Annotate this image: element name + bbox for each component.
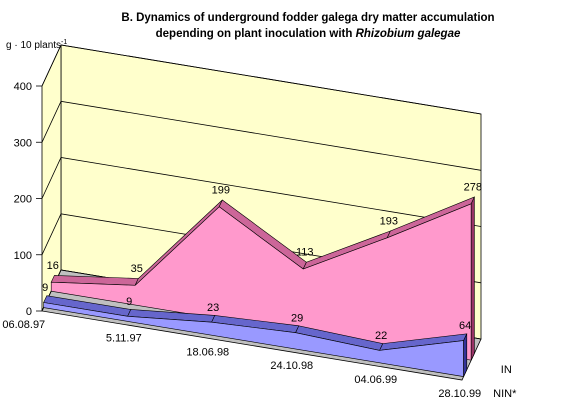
data-label-nin: 29 — [291, 312, 303, 324]
chart-subtitle-italic: Rhizobium galegae — [356, 28, 461, 40]
data-label-in: 16 — [47, 260, 59, 272]
series-nin-front-face — [43, 302, 464, 377]
x-tick-label: 06.08.97 — [2, 319, 45, 331]
data-label-in: 113 — [296, 247, 314, 259]
y-tick-label: 200 — [14, 194, 32, 206]
x-tick-label: 5.11.97 — [106, 333, 142, 345]
data-label-nin: 22 — [375, 330, 387, 342]
x-tick-label: 04.06.99 — [354, 374, 397, 386]
gridline-400 — [41, 44, 482, 115]
data-label-in: 199 — [212, 184, 230, 196]
y-axis-label: g · 10 plants-1 — [6, 39, 67, 51]
depth-label-in: IN — [501, 364, 512, 376]
data-label-in: 35 — [131, 263, 143, 275]
data-label-nin: 9 — [42, 282, 48, 294]
series-in-area — [50, 196, 475, 361]
x-tick-label: 28.10.99 — [438, 388, 481, 400]
series-in-side-face — [470, 196, 475, 361]
data-label-nin: 64 — [459, 320, 471, 332]
chart-subtitle: depending on plant inoculation with Rhiz… — [156, 28, 461, 40]
data-label-nin: 9 — [126, 296, 132, 308]
chart-axes: 0 100 200 300 400 06.08.97 5.11.97 18.06.98 24.1… — [2, 81, 517, 400]
gridline-300 — [41, 100, 482, 171]
chart-labels: 16 35 199 113 193 278 9 9 23 29 22 64 — [42, 181, 482, 342]
y-tick-label: 300 — [14, 137, 32, 149]
y-tick-label: 0 — [26, 306, 32, 318]
y-axis-label-main: g · 10 plants — [6, 40, 61, 51]
gridline-200 — [41, 157, 482, 227]
y-axis-label-sup: -1 — [61, 39, 67, 46]
y-tick-label: 400 — [14, 81, 32, 93]
x-tick-label: 18.06.98 — [186, 346, 229, 358]
depth-label-nin: NIN* — [493, 388, 517, 400]
data-label-in: 193 — [380, 215, 398, 227]
data-label-nin: 23 — [207, 302, 219, 314]
chart-title: B. Dynamics of underground fodder galega… — [121, 12, 494, 24]
y-tick-label: 100 — [14, 250, 32, 262]
series-nin-side-face — [463, 333, 468, 377]
x-tick-label: 24.10.98 — [270, 360, 313, 372]
series-nin-area — [43, 295, 468, 377]
data-label-in: 278 — [464, 181, 482, 193]
chart-subtitle-prefix: depending on plant inoculation with — [156, 28, 356, 40]
